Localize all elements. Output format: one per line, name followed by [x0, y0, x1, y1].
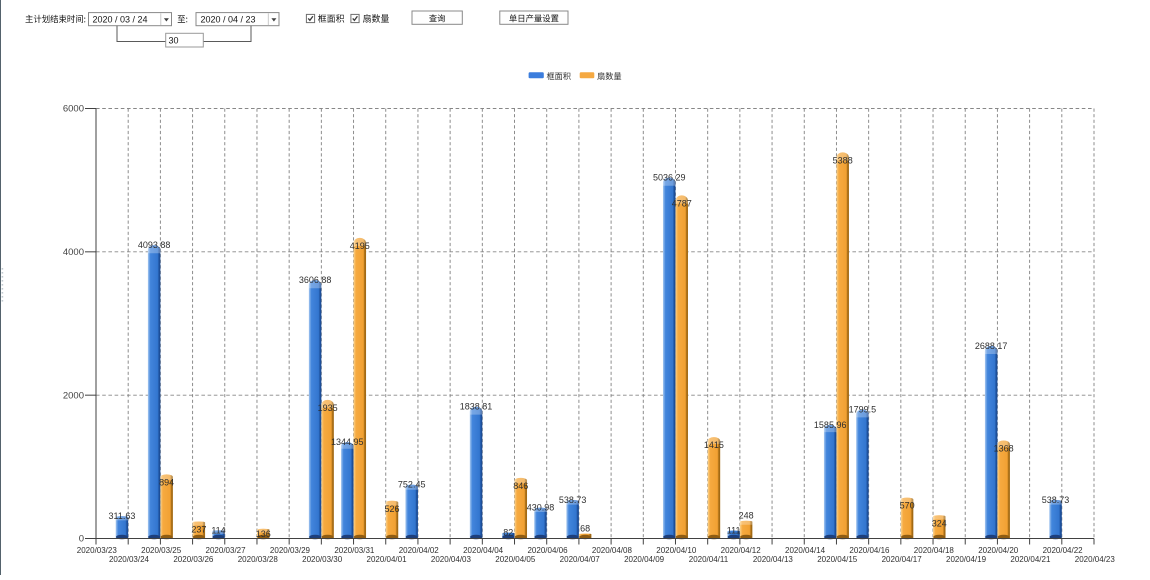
svg-text:2020/04/02: 2020/04/02: [399, 546, 440, 555]
svg-text:538.73: 538.73: [559, 495, 587, 505]
svg-text:526: 526: [384, 504, 399, 514]
svg-text:2020/04/06: 2020/04/06: [527, 546, 568, 555]
svg-text:2020/03/23: 2020/03/23: [77, 546, 118, 555]
svg-text:2020/04/01: 2020/04/01: [367, 555, 408, 564]
svg-text:1935: 1935: [318, 403, 338, 413]
svg-text:2020/04/18: 2020/04/18: [914, 546, 955, 555]
svg-text:324: 324: [932, 518, 947, 528]
svg-text:6000: 6000: [63, 104, 84, 115]
svg-text:2020/04/19: 2020/04/19: [946, 555, 987, 564]
svg-text:2020/04/21: 2020/04/21: [1010, 555, 1051, 564]
svg-text:2020/04/17: 2020/04/17: [882, 555, 923, 564]
svg-text:5036.29: 5036.29: [653, 173, 686, 183]
svg-text:2020/04/07: 2020/04/07: [560, 555, 601, 564]
svg-text:2020/04/13: 2020/04/13: [753, 555, 794, 564]
svg-text:2000: 2000: [63, 390, 84, 401]
svg-text:2020/03/30: 2020/03/30: [302, 555, 343, 564]
svg-text:2020/04/09: 2020/04/09: [624, 555, 665, 564]
svg-text:570: 570: [900, 501, 915, 511]
svg-text:3606.88: 3606.88: [299, 275, 332, 285]
svg-text:2688.17: 2688.17: [975, 341, 1008, 351]
svg-text:5388: 5388: [833, 155, 853, 165]
svg-text:2020/03/24: 2020/03/24: [109, 555, 150, 564]
svg-text:114: 114: [211, 525, 225, 535]
svg-text:752.45: 752.45: [398, 480, 426, 490]
svg-text:1838.81: 1838.81: [460, 402, 493, 412]
svg-text:894: 894: [159, 477, 174, 487]
svg-text:2020/04/23: 2020/04/23: [1075, 555, 1116, 564]
svg-text:0: 0: [79, 534, 84, 545]
svg-text:2020/04/16: 2020/04/16: [849, 546, 890, 555]
svg-text:4000: 4000: [63, 247, 84, 258]
svg-text:30: 30: [169, 35, 179, 45]
svg-text:2020 / 03 / 24: 2020 / 03 / 24: [93, 15, 148, 25]
svg-text:237: 237: [191, 525, 206, 535]
svg-text:2020/03/28: 2020/03/28: [238, 555, 279, 564]
svg-text:2020/04/10: 2020/04/10: [656, 546, 697, 555]
svg-text:2020/03/25: 2020/03/25: [141, 546, 182, 555]
svg-text:2020/04/08: 2020/04/08: [592, 546, 633, 555]
svg-text:2020/03/26: 2020/03/26: [173, 555, 214, 564]
svg-text:111: 111: [727, 526, 741, 536]
svg-text:1415: 1415: [704, 440, 724, 450]
svg-text:82: 82: [503, 528, 513, 538]
svg-text:2020/03/29: 2020/03/29: [270, 546, 311, 555]
svg-text:2020/04/04: 2020/04/04: [463, 546, 504, 555]
svg-text:4195: 4195: [350, 241, 370, 251]
svg-text:2020/04/11: 2020/04/11: [689, 555, 729, 564]
svg-text:4787: 4787: [672, 198, 692, 208]
svg-text:2020/04/22: 2020/04/22: [1043, 546, 1084, 555]
svg-text:4093.88: 4093.88: [138, 240, 171, 250]
svg-text:68: 68: [580, 524, 590, 534]
svg-text:1585.96: 1585.96: [814, 420, 847, 430]
svg-text:136: 136: [256, 529, 271, 539]
svg-text:2020/04/03: 2020/04/03: [431, 555, 472, 564]
svg-text:2020/03/27: 2020/03/27: [206, 546, 247, 555]
svg-text:430.98: 430.98: [527, 503, 555, 513]
svg-text:2020/04/15: 2020/04/15: [817, 555, 858, 564]
svg-text:2020/04/14: 2020/04/14: [785, 546, 826, 555]
svg-text:1368: 1368: [994, 443, 1014, 453]
svg-text:248: 248: [739, 511, 754, 521]
svg-text:2020/04/20: 2020/04/20: [978, 546, 1019, 555]
svg-text:2020/04/12: 2020/04/12: [721, 546, 762, 555]
svg-text:311.63: 311.63: [109, 511, 136, 521]
svg-text:1799.5: 1799.5: [849, 405, 877, 415]
svg-text:2020/03/31: 2020/03/31: [334, 546, 375, 555]
svg-text:538.73: 538.73: [1042, 495, 1070, 505]
svg-text:1344.95: 1344.95: [331, 437, 364, 447]
svg-text:2020 / 04 / 23: 2020 / 04 / 23: [201, 15, 256, 25]
svg-text:2020/04/05: 2020/04/05: [495, 555, 536, 564]
svg-text:846: 846: [513, 481, 528, 491]
